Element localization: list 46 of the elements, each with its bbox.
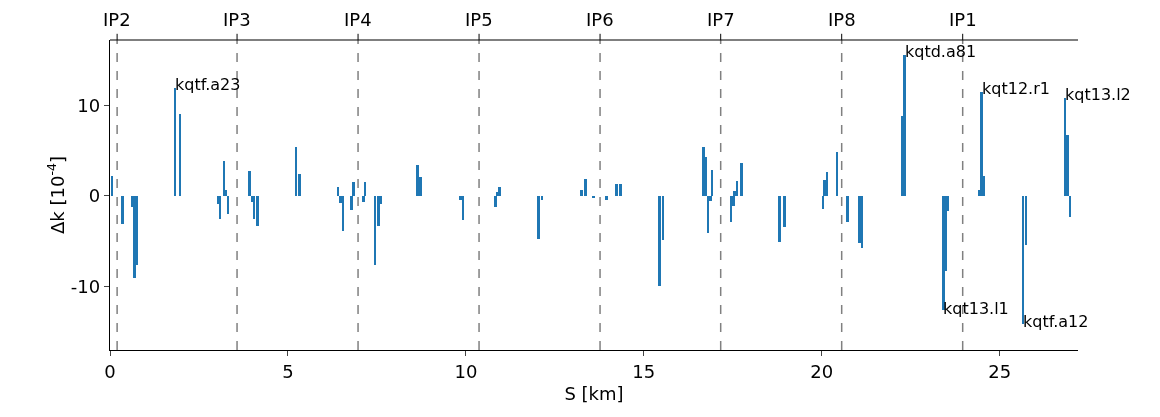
ref-line-label: IP4 — [344, 9, 372, 30]
bar — [846, 195, 849, 223]
ref-line-label: IP2 — [103, 9, 131, 30]
ref-line-label: IP8 — [828, 9, 856, 30]
annotation: kqt12.r1 — [982, 79, 1050, 98]
ref-line-label: IP1 — [949, 9, 977, 30]
y-tick-label: 0 — [88, 185, 101, 207]
ref-line-label: IP5 — [465, 9, 493, 30]
bar — [658, 195, 661, 286]
ref-line-label: IP6 — [586, 9, 614, 30]
x-tick-label: 0 — [104, 360, 116, 382]
bar — [498, 186, 501, 196]
bar — [778, 195, 781, 243]
y-tick-label: 10 — [77, 94, 101, 116]
bar — [248, 170, 251, 196]
annotation: kqtd.a81 — [905, 42, 977, 61]
bar — [133, 195, 136, 279]
bar — [619, 184, 622, 196]
x-tick-label: 10 — [454, 360, 478, 382]
bar — [702, 146, 705, 196]
annotation: kqt13.l1 — [943, 299, 1009, 318]
bar — [537, 195, 540, 240]
bar — [903, 55, 906, 196]
bar — [980, 91, 983, 196]
x-tick-label: 25 — [988, 360, 1012, 382]
x-axis-title: S [km] — [564, 382, 624, 404]
x-tick-label: 15 — [632, 360, 656, 382]
bar — [605, 195, 608, 200]
bar — [256, 195, 259, 226]
x-tick-label: 20 — [810, 360, 834, 382]
bar — [942, 195, 945, 311]
bar — [615, 184, 618, 196]
annotation: kqt13.l2 — [1065, 85, 1131, 104]
bar — [584, 178, 587, 196]
bar — [783, 195, 786, 227]
bar — [121, 195, 124, 225]
annotation: kqtf.a12 — [1023, 312, 1089, 331]
ref-line-label: IP7 — [707, 9, 735, 30]
bar — [740, 163, 743, 196]
ref-line-label: IP3 — [223, 9, 251, 30]
x-tick-label: 5 — [282, 360, 294, 382]
bar — [494, 195, 497, 207]
bar — [858, 195, 861, 244]
bar — [416, 165, 419, 196]
y-tick-label: -10 — [70, 275, 101, 297]
annotation: kqtf.a23 — [175, 75, 241, 94]
